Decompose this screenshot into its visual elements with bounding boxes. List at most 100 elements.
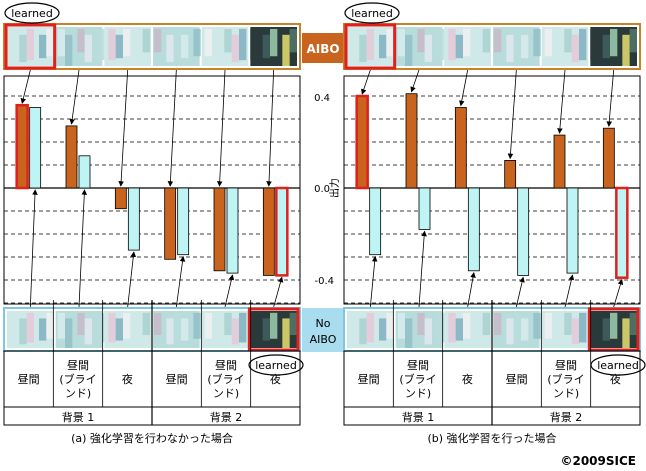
learned-badge-label: learned	[351, 7, 393, 20]
camera-frame-detail	[262, 34, 270, 59]
arrow	[557, 69, 566, 134]
camera-frame-detail	[142, 28, 150, 53]
camera-frame-detail	[289, 28, 297, 53]
bar-no-aibo	[177, 187, 190, 256]
camera-frame-detail	[57, 28, 65, 57]
camera-frame-detail	[166, 34, 174, 63]
arrow	[273, 276, 284, 308]
camera-frame-detail	[231, 34, 239, 63]
bar-no-aibo	[127, 187, 140, 251]
learned-badge-label: learned	[255, 359, 297, 372]
camera-frame-detail	[590, 312, 598, 343]
camera-frame-detail	[39, 34, 47, 59]
bar-no-aibo	[517, 187, 530, 276]
arrow	[216, 69, 226, 187]
camera-frame-detail	[405, 318, 413, 348]
category-label: 昼間	[215, 359, 237, 372]
camera-frame-detail	[521, 318, 529, 341]
camera-frame-detail	[386, 28, 394, 57]
camera-frame-detail	[494, 28, 502, 53]
camera-frame-detail	[455, 318, 463, 341]
arrow	[127, 251, 137, 308]
group-label: 背景 1	[402, 410, 435, 424]
arrow	[266, 69, 275, 187]
category-label: 昼間	[506, 373, 528, 386]
camera-frame-detail	[397, 312, 405, 339]
camera-frame-detail	[564, 28, 572, 53]
camera-frame-detail	[46, 312, 54, 339]
camera-frame-detail	[629, 28, 637, 53]
y-axis-label: 出力	[328, 178, 341, 198]
camera-frame-detail	[513, 28, 521, 61]
category-label: 昼間	[18, 373, 40, 386]
copyright-text: ©2009SICE	[560, 454, 636, 468]
category-label: 夜	[610, 372, 621, 386]
arrow	[224, 274, 235, 308]
plot-frame	[3, 75, 301, 305]
arrow	[175, 255, 186, 308]
category-label: 昼間	[555, 359, 577, 372]
category-label: (ブライ	[207, 372, 244, 386]
camera-frame-detail	[544, 312, 552, 339]
aibo-badge	[302, 33, 344, 63]
category-label: 夜	[462, 372, 473, 386]
group-label: 背景 2	[550, 410, 583, 424]
camera-frame-detail	[366, 28, 374, 61]
camera-frame-detail	[482, 312, 490, 336]
camera-frame-detail	[212, 318, 220, 348]
camera-frame-detail	[448, 28, 456, 61]
camera-frame-detail	[552, 318, 560, 348]
camera-frame-detail	[571, 318, 579, 345]
camera-frame-detail	[463, 312, 471, 339]
camera-frame-detail	[97, 28, 105, 61]
arrow	[467, 272, 476, 308]
y-tick-label: -0.4	[314, 276, 334, 287]
group-label: 背景 2	[210, 410, 243, 424]
camera-frame-detail	[386, 312, 394, 339]
camera-frame-detail	[359, 318, 367, 345]
bar-aibo	[553, 134, 566, 189]
group-label: 背景 1	[62, 410, 95, 424]
learned-frame-highlight	[587, 307, 640, 352]
camera-frame-detail	[533, 312, 541, 339]
camera-frame-detail	[417, 28, 425, 53]
category-label: (ブライ	[399, 372, 436, 386]
no-aibo-badge-line1: No	[316, 317, 331, 330]
camera-frame-detail	[506, 34, 514, 63]
camera-frame-detail	[84, 34, 92, 63]
camera-frame-detail	[622, 318, 630, 348]
camera-frame-detail	[123, 312, 131, 339]
camera-frame-detail	[424, 318, 432, 345]
camera-frame-detail	[521, 34, 529, 59]
camera-frame-detail	[424, 34, 432, 63]
learned-badge-label: learned	[597, 359, 639, 372]
camera-frame-detail	[181, 318, 189, 341]
camera-frame-detail	[239, 312, 247, 343]
arrow	[613, 278, 624, 308]
camera-frame-detail	[26, 28, 34, 61]
arrow	[69, 69, 80, 125]
camera-frame-detail	[482, 28, 490, 53]
camera-frame-detail	[204, 312, 212, 339]
bar-aibo	[15, 103, 29, 190]
camera-frame-detail	[610, 28, 618, 57]
learned-badge-label: learned	[11, 7, 53, 20]
camera-frame-detail	[57, 312, 65, 339]
y-tick-label: 0.0	[314, 184, 330, 195]
bar-no-aibo	[226, 187, 239, 274]
camera-frame-detail	[282, 318, 290, 348]
aibo-badge-label: AIBO	[306, 42, 339, 56]
camera-frame-detail	[26, 312, 34, 343]
camera-frame-detail	[7, 312, 15, 336]
learned-badge	[344, 2, 400, 24]
bar-no-aibo	[418, 187, 431, 230]
camera-frame-detail	[39, 318, 47, 341]
bar-no-aibo	[275, 186, 289, 277]
camera-frame-detail	[19, 318, 27, 345]
camera-frame-detail	[552, 34, 560, 66]
arrow	[118, 69, 129, 187]
bar-aibo	[164, 187, 177, 260]
camera-frame-detail	[289, 312, 297, 336]
